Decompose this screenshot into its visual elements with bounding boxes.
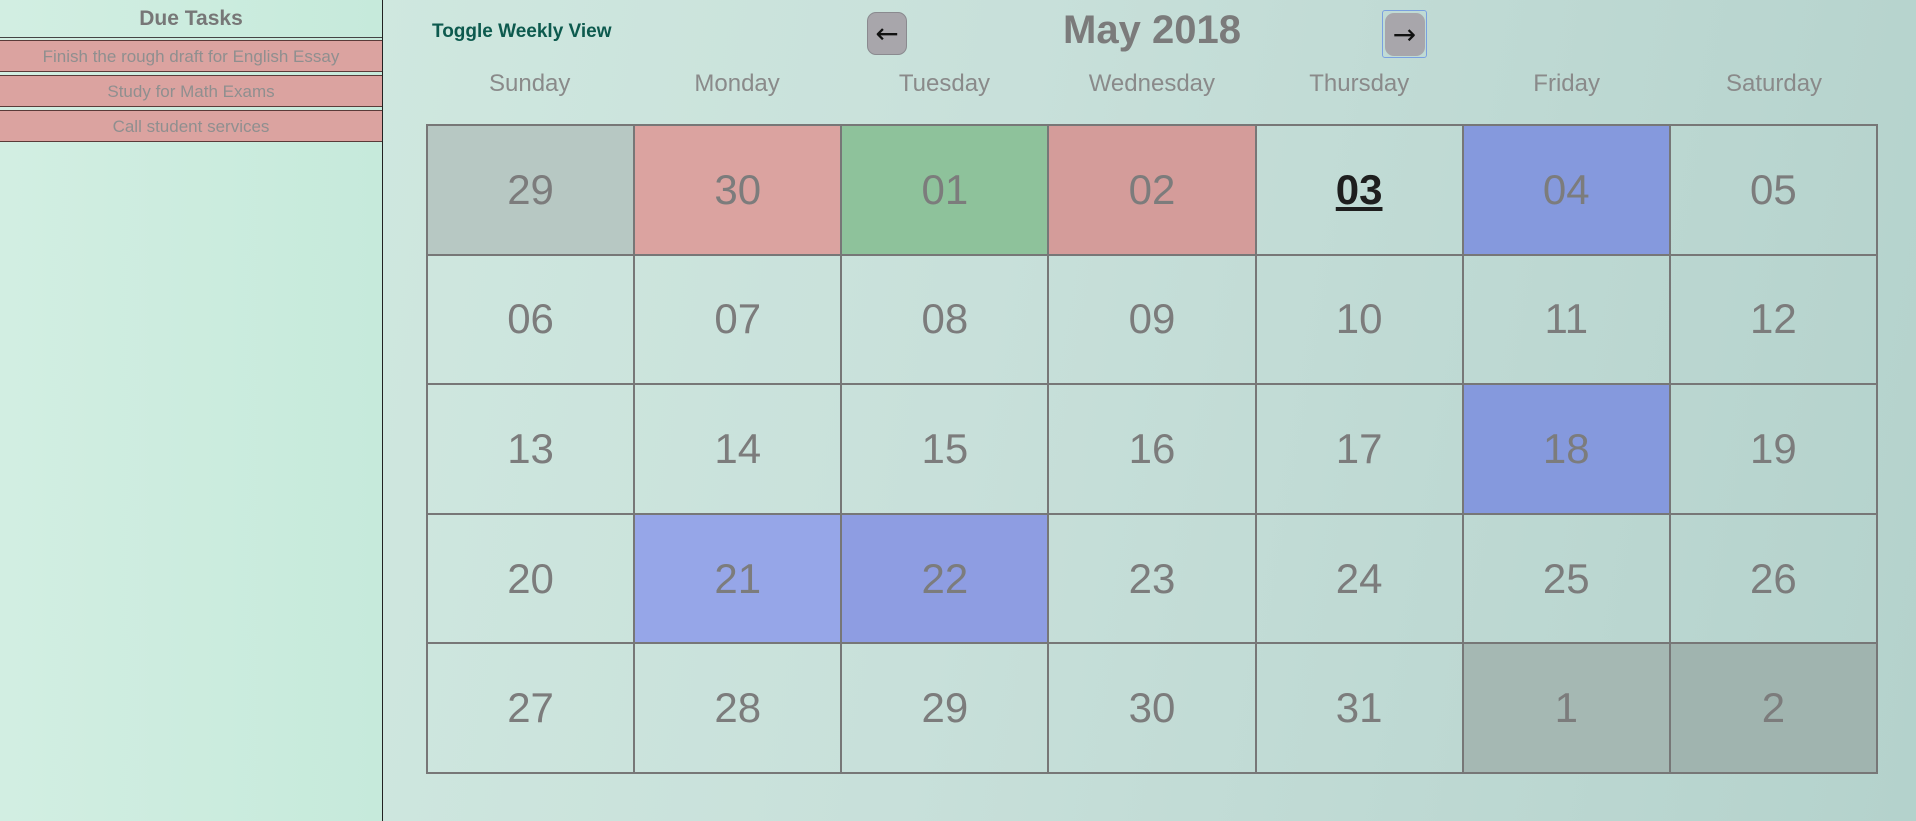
calendar-day[interactable]: 09: [1048, 254, 1256, 385]
weekday-label: Tuesday: [898, 70, 991, 97]
calendar-day[interactable]: 15: [841, 384, 1049, 514]
due-tasks-title: Due Tasks: [0, 0, 382, 38]
calendar-day[interactable]: 17: [1255, 384, 1463, 514]
calendar-day[interactable]: 10: [1255, 254, 1463, 385]
calendar-day[interactable]: 08: [841, 254, 1049, 385]
calendar-day[interactable]: 16: [1048, 384, 1256, 514]
task-list: Finish the rough draft for English Essay…: [0, 40, 382, 142]
task-item[interactable]: Finish the rough draft for English Essay: [0, 40, 382, 72]
calendar-day[interactable]: 23: [1048, 513, 1256, 644]
calendar-day[interactable]: 28: [634, 643, 842, 773]
calendar-day[interactable]: 14: [634, 384, 842, 514]
next-month-button[interactable]: →: [1382, 10, 1427, 58]
weekday-label: Saturday: [1726, 70, 1823, 97]
calendar-day[interactable]: 20: [427, 513, 635, 644]
calendar-day[interactable]: 29: [841, 643, 1049, 773]
calendar-day[interactable]: 30: [634, 125, 842, 255]
weekday-label: Sunday: [488, 70, 571, 97]
calendar-grid: 29 30 01 02 03 04 05 06 07 08 09 10 11 12 13 14 15 16 17 18…: [426, 124, 1878, 774]
calendar-day[interactable]: 06: [427, 254, 635, 385]
calendar-day[interactable]: 29: [427, 125, 635, 255]
due-tasks-sidebar: Due Tasks Finish the rough draft for Eng…: [0, 0, 383, 821]
calendar-day[interactable]: 26: [1669, 513, 1877, 644]
calendar-day[interactable]: 05: [1669, 125, 1877, 255]
calendar-day[interactable]: 25: [1462, 513, 1670, 644]
calendar-day[interactable]: 21: [634, 513, 842, 644]
weekday-label: Wednesday: [1088, 70, 1216, 97]
weekday-label: Thursday: [1309, 70, 1410, 97]
calendar-day[interactable]: 30: [1048, 643, 1256, 773]
calendar-day[interactable]: 22: [841, 513, 1049, 644]
arrow-left-icon: ←: [875, 17, 899, 50]
calendar-day[interactable]: 13: [427, 384, 635, 514]
calendar-day[interactable]: 19: [1669, 384, 1877, 514]
calendar-day[interactable]: 27: [427, 643, 635, 773]
task-item[interactable]: Study for Math Exams: [0, 75, 382, 107]
calendar-day[interactable]: 24: [1255, 513, 1463, 644]
calendar-day-today[interactable]: 03: [1255, 125, 1463, 255]
previous-month-button[interactable]: ←: [867, 12, 907, 55]
calendar-day[interactable]: 2: [1669, 643, 1877, 773]
calendar-day[interactable]: 18: [1462, 384, 1670, 514]
weekday-header: Sunday Monday Tuesday Wednesday Thursday…: [426, 70, 1878, 98]
calendar-day[interactable]: 04: [1462, 125, 1670, 255]
weekday-label: Monday: [694, 70, 780, 97]
calendar-day[interactable]: 1: [1462, 643, 1670, 773]
weekday-label: Friday: [1533, 70, 1600, 97]
calendar-day[interactable]: 31: [1255, 643, 1463, 773]
toggle-weekly-view-link[interactable]: Toggle Weekly View: [432, 21, 612, 42]
arrow-right-icon: →: [1392, 17, 1417, 51]
calendar-day[interactable]: 01: [841, 125, 1049, 255]
calendar-day[interactable]: 12: [1669, 254, 1877, 385]
calendar-day[interactable]: 11: [1462, 254, 1670, 385]
calendar-day[interactable]: 02: [1048, 125, 1256, 255]
task-item[interactable]: Call student services: [0, 110, 382, 142]
month-title: May 2018: [1063, 8, 1241, 52]
calendar-day[interactable]: 07: [634, 254, 842, 385]
